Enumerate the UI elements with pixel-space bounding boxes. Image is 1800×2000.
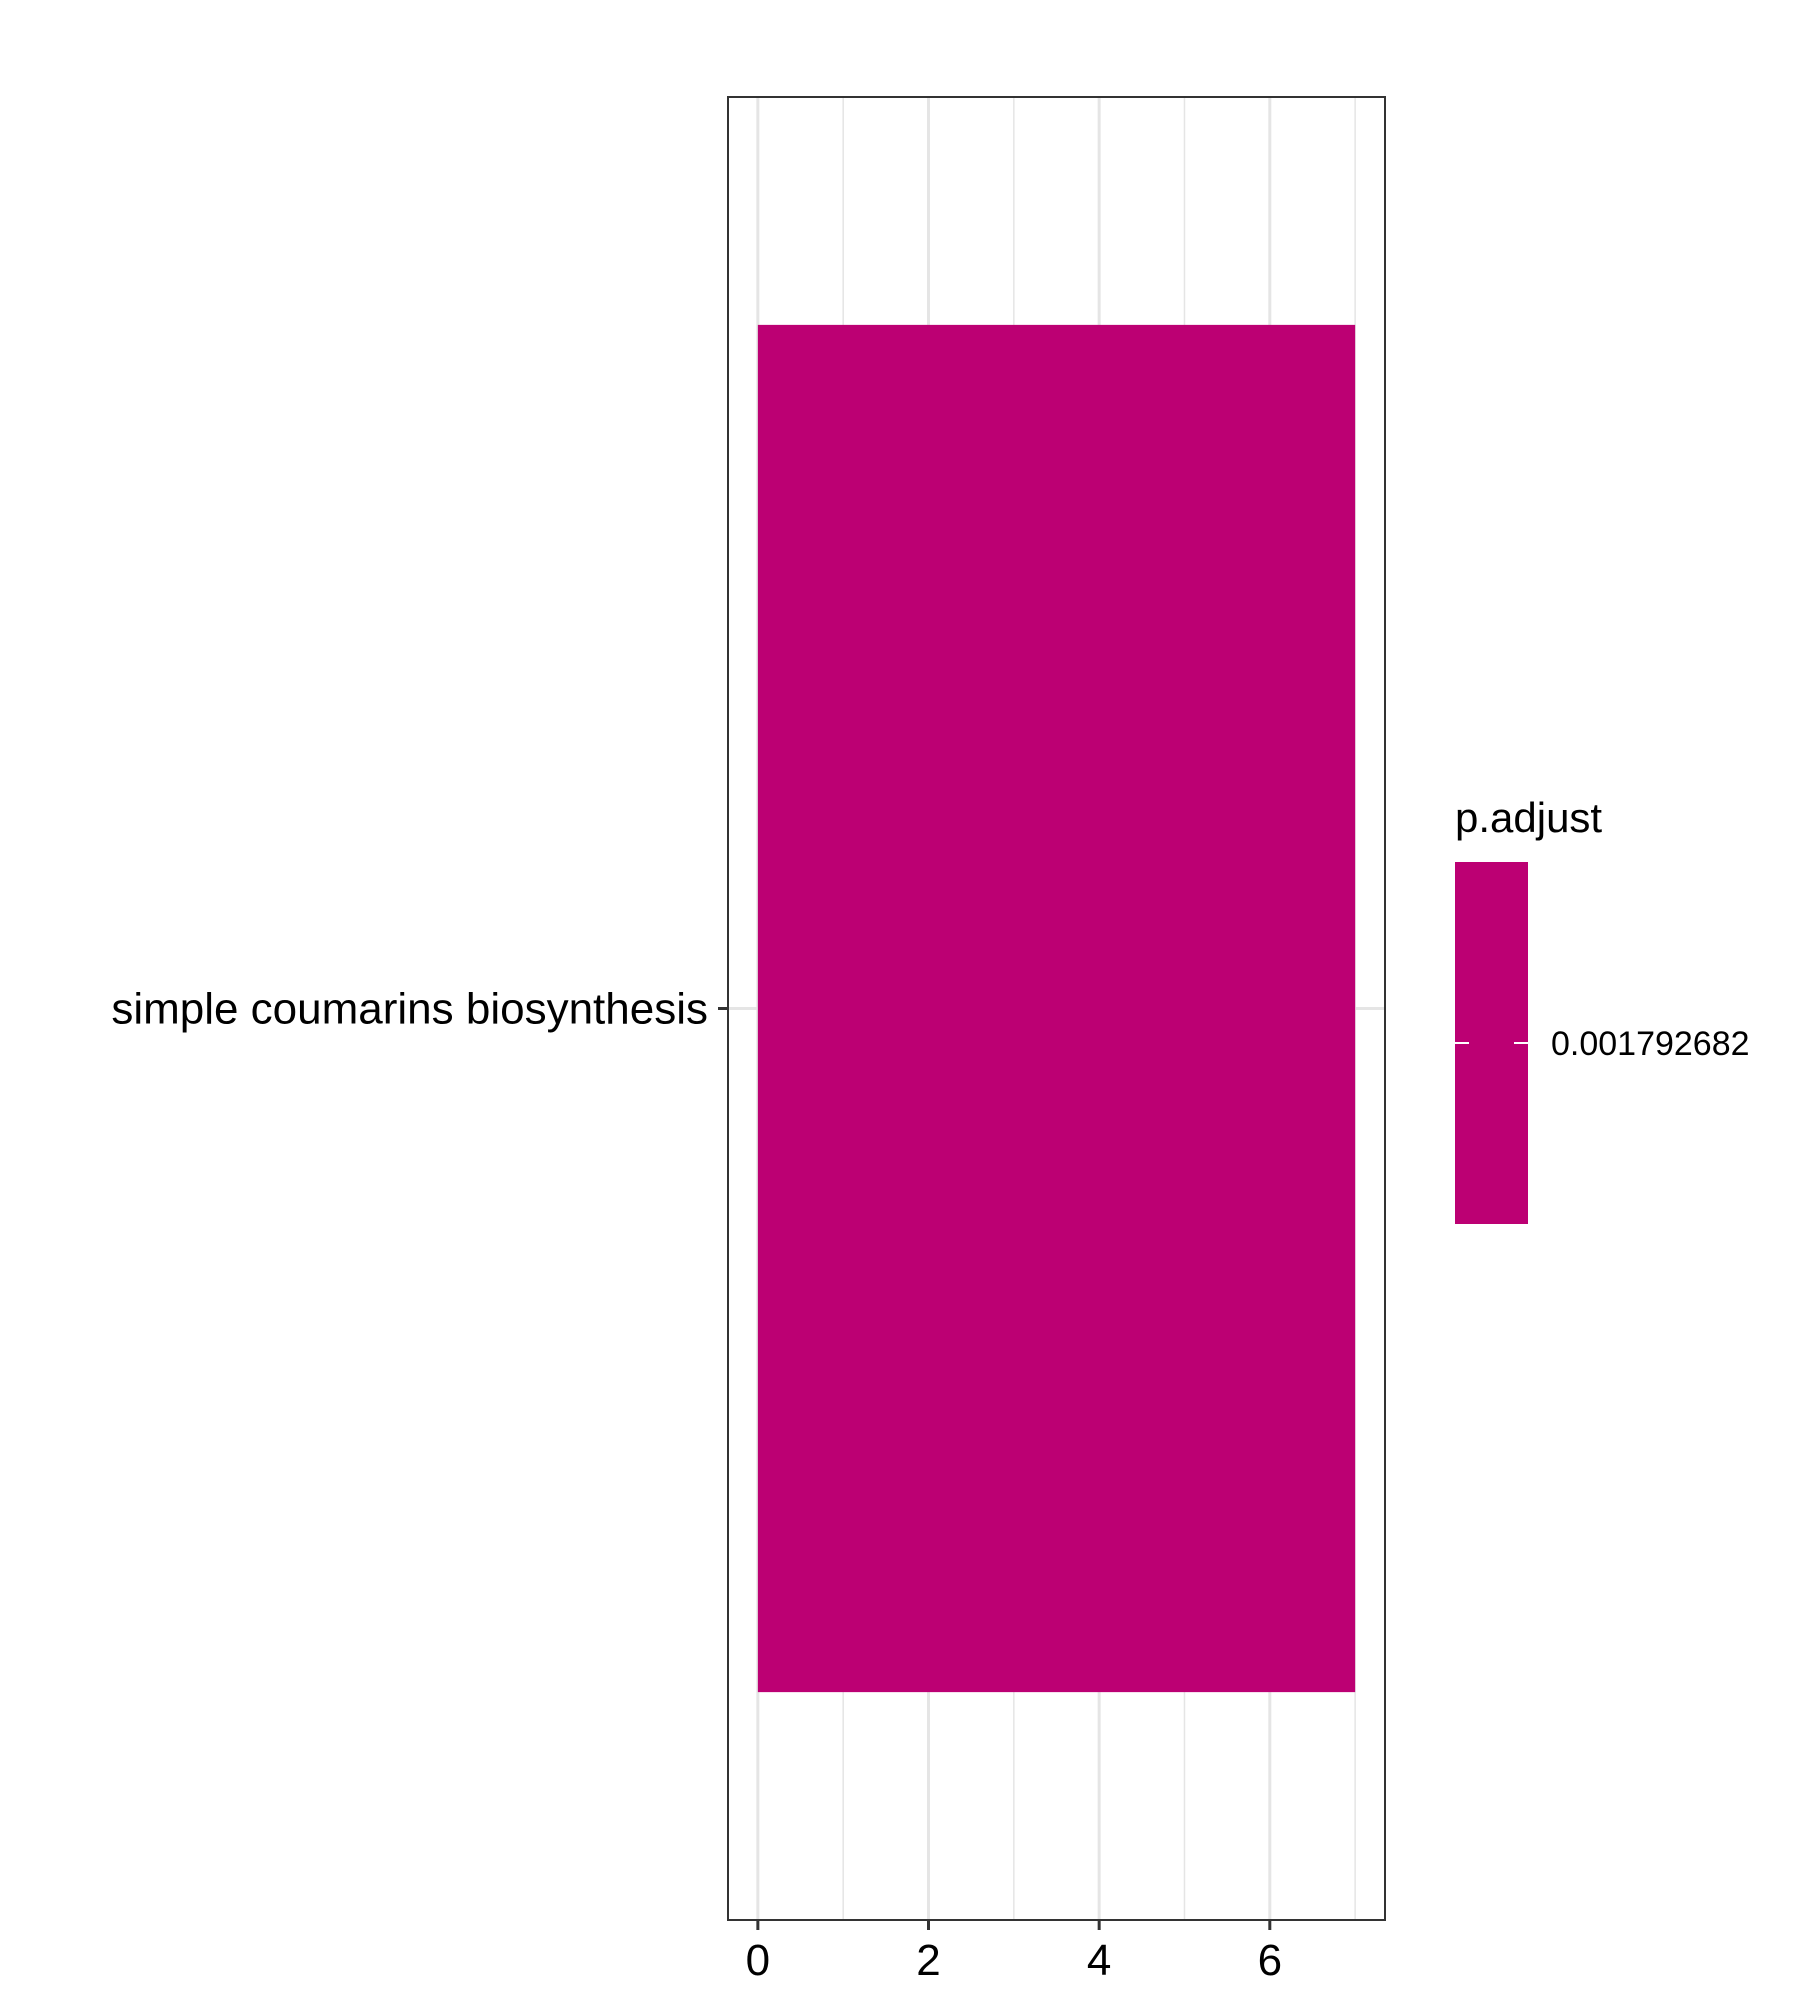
x-tick-label: 2 (916, 1936, 940, 1985)
legend-title: p.adjust (1455, 794, 1602, 841)
x-tick-label: 0 (746, 1936, 770, 1985)
x-tick-label: 4 (1087, 1936, 1111, 1985)
y-tick-label: simple coumarins biosynthesis (111, 985, 708, 1034)
axes: simple coumarins biosynthesis 0 2 4 6 (111, 985, 1282, 1986)
legend-ticks: 0.001792682 (1455, 1025, 1750, 1063)
bar (757, 324, 1356, 1693)
legend-label: 0.001792682 (1551, 1025, 1750, 1063)
legend: p.adjust 0.001792682 (1455, 794, 1750, 1224)
x-tick-label: 6 (1258, 1936, 1282, 1985)
bars (757, 324, 1356, 1693)
